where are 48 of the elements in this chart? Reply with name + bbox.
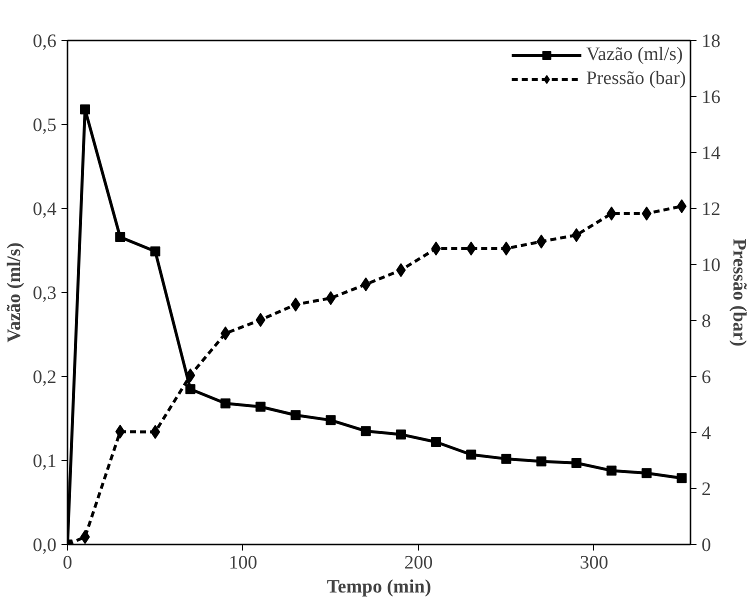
- point: [150, 424, 160, 439]
- x-tick-label: 300: [580, 552, 608, 574]
- y2-tick-label: 14: [702, 143, 721, 164]
- x-tick-label: 0: [62, 552, 72, 574]
- y2-tick-label: 6: [702, 367, 711, 388]
- point: [571, 458, 582, 468]
- x-tick-label: 100: [228, 552, 258, 574]
- point: [396, 429, 406, 440]
- point: [326, 291, 336, 306]
- point: [501, 454, 512, 464]
- point: [466, 450, 476, 460]
- y-tick-label: 0,6: [32, 31, 56, 52]
- point: [290, 410, 301, 420]
- y2-tick-label: 8: [702, 311, 711, 332]
- y-tick-label: 0,2: [32, 367, 56, 388]
- point: [606, 466, 617, 476]
- y-tick-label: 0,4: [32, 199, 57, 220]
- point: [360, 426, 371, 436]
- y2-tick-label: 18: [702, 31, 720, 52]
- point: [536, 456, 546, 466]
- y-tick-label: 0,0: [32, 535, 56, 556]
- y-tick-label: 0,1: [32, 451, 56, 472]
- point: [431, 437, 442, 448]
- legend-label: Pressão (bar): [586, 68, 686, 90]
- legend-label: Vazão (ml/s): [586, 44, 683, 66]
- point: [256, 402, 266, 412]
- point: [326, 415, 336, 426]
- point: [115, 232, 126, 242]
- point: [150, 246, 160, 256]
- x-tick-label: 200: [404, 552, 433, 574]
- y2-tick-label: 10: [702, 255, 720, 276]
- y2-tick-label: 0: [702, 535, 711, 556]
- y-tick-label: 0,5: [32, 115, 56, 136]
- point: [501, 242, 512, 256]
- y2-tick-label: 16: [702, 87, 720, 108]
- y2-tick-label: 2: [702, 479, 711, 500]
- y2-axis-title: Pressão (bar): [728, 238, 750, 346]
- point: [220, 398, 230, 408]
- point: [185, 384, 196, 394]
- x-axis-title: Tempo (min): [326, 576, 432, 598]
- point: [676, 199, 687, 214]
- point: [80, 104, 90, 114]
- y2-tick-label: 4: [702, 423, 712, 444]
- y2-tick-label: 12: [702, 199, 720, 220]
- point: [676, 473, 687, 484]
- point: [642, 468, 652, 478]
- y-tick-label: 0,3: [32, 283, 56, 304]
- y-axis-title: Vazão (ml/s): [4, 242, 25, 343]
